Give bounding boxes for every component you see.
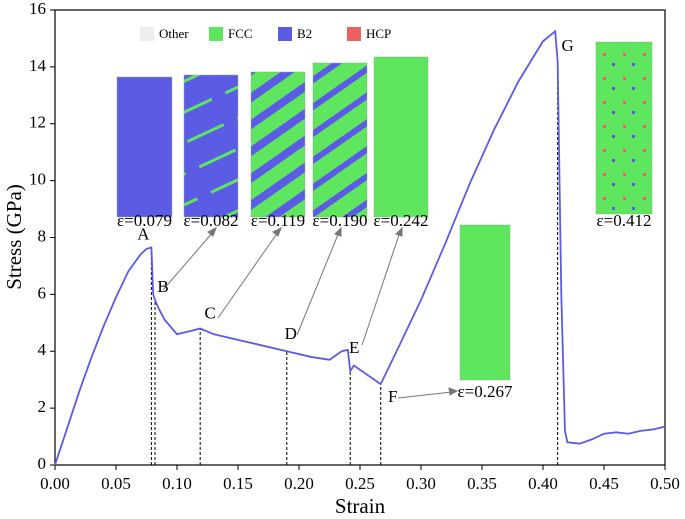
y-tick-label: 4 — [38, 340, 47, 359]
point-label: D — [285, 324, 297, 343]
y-tick-label: 2 — [38, 397, 47, 416]
point-label: F — [388, 387, 397, 406]
x-tick-label: 0.15 — [223, 474, 253, 493]
inset-label: ε=0.242 — [374, 211, 429, 230]
y-tick-label: 12 — [29, 113, 46, 132]
inset-label: ε=0.267 — [458, 382, 513, 401]
inset-image — [116, 76, 173, 218]
inset-image — [183, 74, 239, 218]
y-tick-label: 16 — [29, 0, 46, 18]
inset-label: ε=0.190 — [313, 211, 368, 230]
inset-image — [373, 56, 429, 218]
point-label: A — [137, 224, 150, 243]
legend-swatch — [140, 27, 154, 41]
y-axis-title: Stress (GPa) — [2, 184, 26, 290]
point-label: E — [349, 338, 359, 357]
arrows — [162, 226, 459, 399]
x-tick-label: 0.50 — [650, 474, 680, 493]
legend-swatch — [347, 27, 361, 41]
x-tick-label: 0.05 — [101, 474, 131, 493]
x-tick-label: 0.00 — [40, 474, 70, 493]
x-tick-label: 0.40 — [528, 474, 558, 493]
x-tick-label: 0.10 — [162, 474, 192, 493]
x-tick-label: 0.30 — [406, 474, 436, 493]
legend-label: FCC — [228, 26, 253, 41]
inset-label: ε=0.082 — [184, 211, 239, 230]
legend-swatch — [278, 27, 292, 41]
inset-image — [459, 224, 511, 381]
x-tick-label: 0.25 — [345, 474, 375, 493]
legend-swatch — [209, 27, 223, 41]
point-label: C — [205, 303, 216, 322]
legend-label: Other — [159, 26, 189, 41]
inset-image — [595, 41, 653, 215]
stress-curve — [54, 29, 666, 466]
x-axis-title: Strain — [335, 494, 386, 518]
inset-image — [250, 71, 306, 218]
y-tick-label: 0 — [38, 454, 47, 473]
x-tick-label: 0.35 — [467, 474, 497, 493]
point-label: B — [157, 277, 168, 296]
legend-label: HCP — [366, 26, 391, 41]
inset-image — [312, 62, 368, 218]
y-tick-label: 8 — [38, 226, 47, 245]
y-tick-label: 14 — [29, 56, 47, 75]
point-label: G — [561, 36, 573, 55]
x-tick-label: 0.20 — [284, 474, 314, 493]
inset-label: ε=0.079 — [117, 211, 172, 230]
inset-label: ε=0.119 — [251, 211, 305, 230]
y-tick-label: 10 — [29, 170, 46, 189]
inset-label: ε=0.412 — [597, 211, 652, 230]
legend-label: B2 — [297, 26, 312, 41]
y-tick-label: 6 — [38, 283, 47, 302]
x-tick-label: 0.45 — [589, 474, 619, 493]
